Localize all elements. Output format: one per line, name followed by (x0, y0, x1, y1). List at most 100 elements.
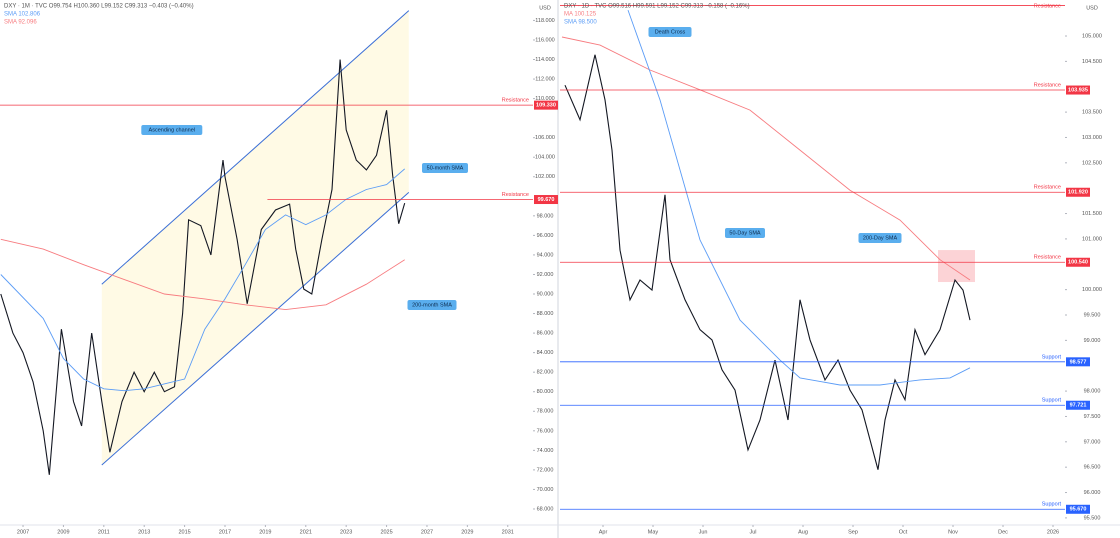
level-note: Support (1042, 398, 1062, 404)
legend-entry: MA 100.125 (564, 12, 597, 18)
callout-text: 50-Day SMA (729, 230, 761, 236)
price-line (564, 54, 971, 470)
y-tick-label: 92.000 (537, 272, 554, 278)
y-tick-label: 96.500 (1084, 465, 1101, 471)
y-tick-label: 95.500 (1084, 515, 1101, 521)
moving-average (561, 36, 971, 281)
y-tick-label: 96.000 (537, 233, 554, 239)
highlight-zone (938, 250, 975, 283)
price-label: 101.920 (1068, 190, 1088, 196)
y-tick-label: 90.000 (537, 291, 554, 297)
callout-box (141, 125, 203, 135)
x-tick-label: 2015 (178, 529, 190, 535)
y-tick-label: 102.000 (535, 174, 555, 180)
y-tick-label: 99.500 (1084, 312, 1101, 318)
price-label-box (1066, 187, 1090, 197)
x-tick-label: 2011 (98, 529, 110, 535)
level-note: Resistance (502, 98, 529, 104)
y-tick-label: 103.500 (1082, 110, 1102, 116)
x-tick-label: Jul (749, 529, 756, 535)
callout-box (725, 228, 765, 238)
y-tick-label: 74.000 (537, 448, 554, 454)
x-tick-label: 2019 (259, 529, 271, 535)
callout-text: 50-month SMA (427, 165, 464, 171)
y-tick-label: 105.000 (1082, 33, 1102, 39)
price-label: 103.935 (1068, 87, 1088, 93)
y-tick-label: 80.000 (537, 389, 554, 395)
y-axis-label: USD (539, 5, 551, 11)
price-label-box (1066, 504, 1090, 514)
y-tick-label: 97.500 (1084, 414, 1101, 420)
callout-box (407, 300, 457, 310)
price-label: 97.721 (1070, 403, 1087, 409)
plot (561, 9, 975, 470)
level-note: Support (1042, 354, 1062, 360)
callout-box (858, 233, 902, 243)
x-tick-label: 2026 (1047, 529, 1059, 535)
x-tick-label: Aug (798, 529, 808, 535)
x-tick-label: 2025 (380, 529, 392, 535)
y-tick-label: 72.000 (537, 467, 554, 473)
x-tick-label: Dec (998, 529, 1008, 535)
x-tick-label: 2027 (421, 529, 433, 535)
y-tick-label: 82.000 (537, 370, 554, 376)
price-label-box (534, 100, 558, 110)
x-tick-label: 2031 (502, 529, 514, 535)
x-tick-label: Jun (699, 529, 708, 535)
y-tick-label: 103.000 (1082, 135, 1102, 141)
y-tick-label: 99.000 (1084, 338, 1101, 344)
x-tick-label: 2017 (219, 529, 231, 535)
price-label: 98.577 (1070, 359, 1087, 365)
channel-line (101, 192, 410, 466)
y-tick-label: 100.000 (1082, 287, 1102, 293)
y-tick-label: 84.000 (537, 350, 554, 356)
y-tick-label: 70.000 (537, 487, 554, 493)
callout-text: 200-month SMA (412, 302, 452, 308)
legend-entry: SMA 98.500 (564, 20, 597, 26)
y-tick-label: 104.000 (535, 155, 555, 161)
y-tick-label: 101.500 (1082, 211, 1102, 217)
callout-text: 200-Day SMA (863, 235, 898, 241)
price-label-box (1066, 357, 1090, 367)
y-tick-label: 94.000 (537, 252, 554, 258)
y-tick-label: 106.000 (535, 135, 555, 141)
y-tick-label: 110.000 (535, 96, 554, 102)
callout-text: Death Cross (655, 29, 686, 35)
callout-text: Ascending channel (149, 127, 195, 133)
x-tick-label: 2007 (17, 529, 29, 535)
price-label-box (1066, 85, 1090, 95)
x-tick-label: 2009 (57, 529, 69, 535)
moving-average (0, 238, 405, 311)
y-tick-label: 118.000 (535, 18, 554, 24)
x-tick-label: 2029 (461, 529, 473, 535)
x-tick-label: 2013 (138, 529, 150, 535)
y-tick-label: 96.000 (1084, 490, 1101, 496)
x-tick-label: Oct (899, 529, 908, 535)
y-tick-label: 97.000 (1084, 439, 1101, 445)
callout-box (422, 163, 468, 173)
level-note: Support (1042, 502, 1062, 508)
y-tick-label: 98.000 (1084, 389, 1101, 395)
y-tick-label: 68.000 (537, 506, 554, 512)
legend-entry: DXY · 1D · TVC O99.516 H99.591 L99.152 C… (564, 4, 750, 10)
y-tick-label: 102.500 (1082, 160, 1102, 166)
y-tick-label: 78.000 (537, 409, 554, 415)
y-tick-label: 98.000 (537, 213, 554, 219)
price-label: 109.330 (536, 103, 556, 109)
channel-line (101, 10, 410, 285)
callout-box (648, 27, 692, 37)
legend-entry: DXY · 1M · TVC O99.754 H100.360 L99.152 … (4, 4, 194, 10)
x-tick-label: Apr (599, 529, 608, 535)
y-tick-label: 116.000 (535, 37, 554, 43)
price-label-box (1066, 257, 1090, 267)
y-tick-label: 112.000 (535, 77, 554, 83)
y-tick-label: 76.000 (537, 428, 554, 434)
level-note: Resistance (1034, 3, 1061, 9)
x-tick-label: May (648, 529, 659, 535)
price-line (0, 59, 406, 475)
x-tick-label: Nov (948, 529, 958, 535)
y-tick-label: 86.000 (537, 331, 554, 337)
y-tick-label: 101.000 (1082, 236, 1102, 242)
legend-entry: SMA 92.096 (4, 20, 37, 26)
